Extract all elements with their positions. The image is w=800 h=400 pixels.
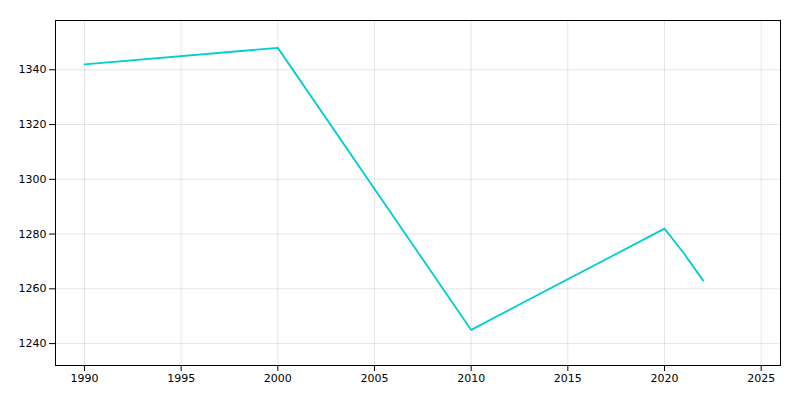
- svg-text:1320: 1320: [19, 118, 47, 131]
- svg-text:1340: 1340: [19, 63, 47, 76]
- svg-text:2010: 2010: [457, 372, 485, 385]
- svg-text:1260: 1260: [19, 282, 47, 295]
- svg-text:2020: 2020: [651, 372, 679, 385]
- svg-text:1995: 1995: [167, 372, 195, 385]
- svg-text:1240: 1240: [19, 337, 47, 350]
- svg-text:1280: 1280: [19, 228, 47, 241]
- svg-text:2015: 2015: [554, 372, 582, 385]
- svg-text:2025: 2025: [747, 372, 775, 385]
- svg-text:2000: 2000: [264, 372, 292, 385]
- svg-text:2005: 2005: [361, 372, 389, 385]
- svg-text:1300: 1300: [19, 173, 47, 186]
- svg-text:1990: 1990: [71, 372, 99, 385]
